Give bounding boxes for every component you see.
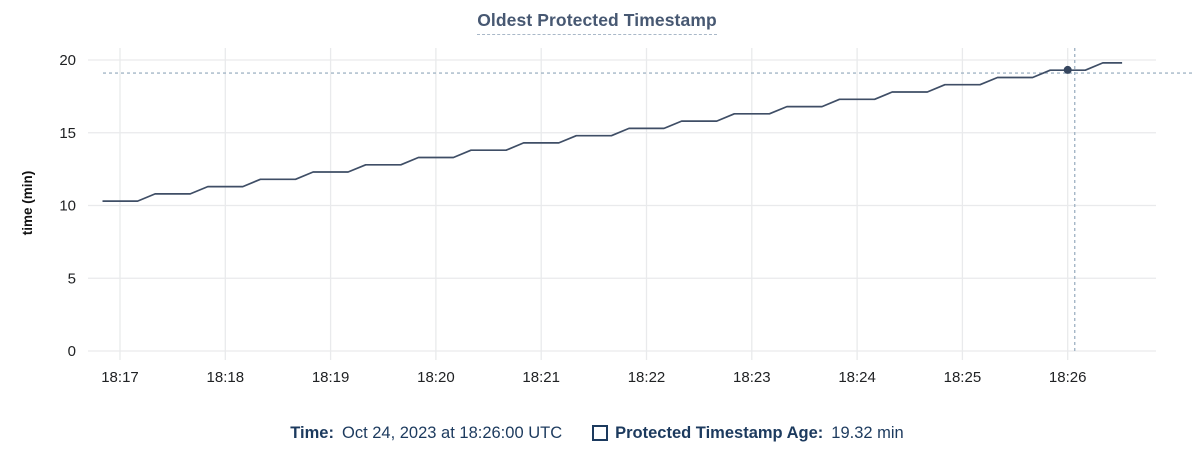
y-tick-label: 15 (59, 125, 76, 142)
hover-point-dot (1063, 65, 1072, 74)
x-tick-label: 18:22 (628, 369, 666, 386)
chart-header: Oldest Protected Timestamp (0, 10, 1194, 35)
legend-series-label: Protected Timestamp Age: (615, 424, 824, 442)
y-tick-label: 10 (59, 198, 76, 215)
hover-crosshair (103, 48, 1192, 351)
x-tick-label: 18:23 (733, 369, 771, 386)
series-checkbox-icon[interactable] (592, 425, 609, 441)
y-axis-title: time (min) (20, 171, 35, 236)
legend-time-value: Oct 24, 2023 at 18:26:00 UTC (341, 424, 563, 442)
grid: 0 5 10 15 20 18:17 18:18 18:19 18:20 18:21 18:22 18… (59, 48, 1156, 386)
y-tick-label: 0 (68, 343, 76, 360)
chart-title: Oldest Protected Timestamp (477, 10, 717, 35)
x-tick-label: 18:25 (944, 369, 982, 386)
legend-series-value: 19.32 min (831, 424, 904, 442)
x-tick-label: 18:24 (838, 369, 876, 386)
legend-series-toggle[interactable]: Protected Timestamp Age: 19.32 min (592, 421, 904, 445)
legend-time-label: Time: (290, 424, 334, 442)
x-tick-label: 18:19 (312, 369, 350, 386)
x-tick-label: 18:17 (101, 369, 139, 386)
hover-legend: Time: Oct 24, 2023 at 18:26:00 UTC Prote… (0, 421, 1194, 445)
x-tick-label: 18:20 (417, 369, 455, 386)
series-line-protected-timestamp-age (102, 62, 1123, 202)
x-tick-label: 18:26 (1049, 369, 1087, 386)
y-tick-label: 20 (59, 52, 76, 69)
y-tick-label: 5 (68, 270, 76, 287)
x-tick-label: 18:18 (207, 369, 245, 386)
x-tick-label: 18:21 (522, 369, 560, 386)
line-chart-plot[interactable]: 0 5 10 15 20 18:17 18:18 18:19 18:20 18:21 18:22 18… (0, 0, 1194, 398)
